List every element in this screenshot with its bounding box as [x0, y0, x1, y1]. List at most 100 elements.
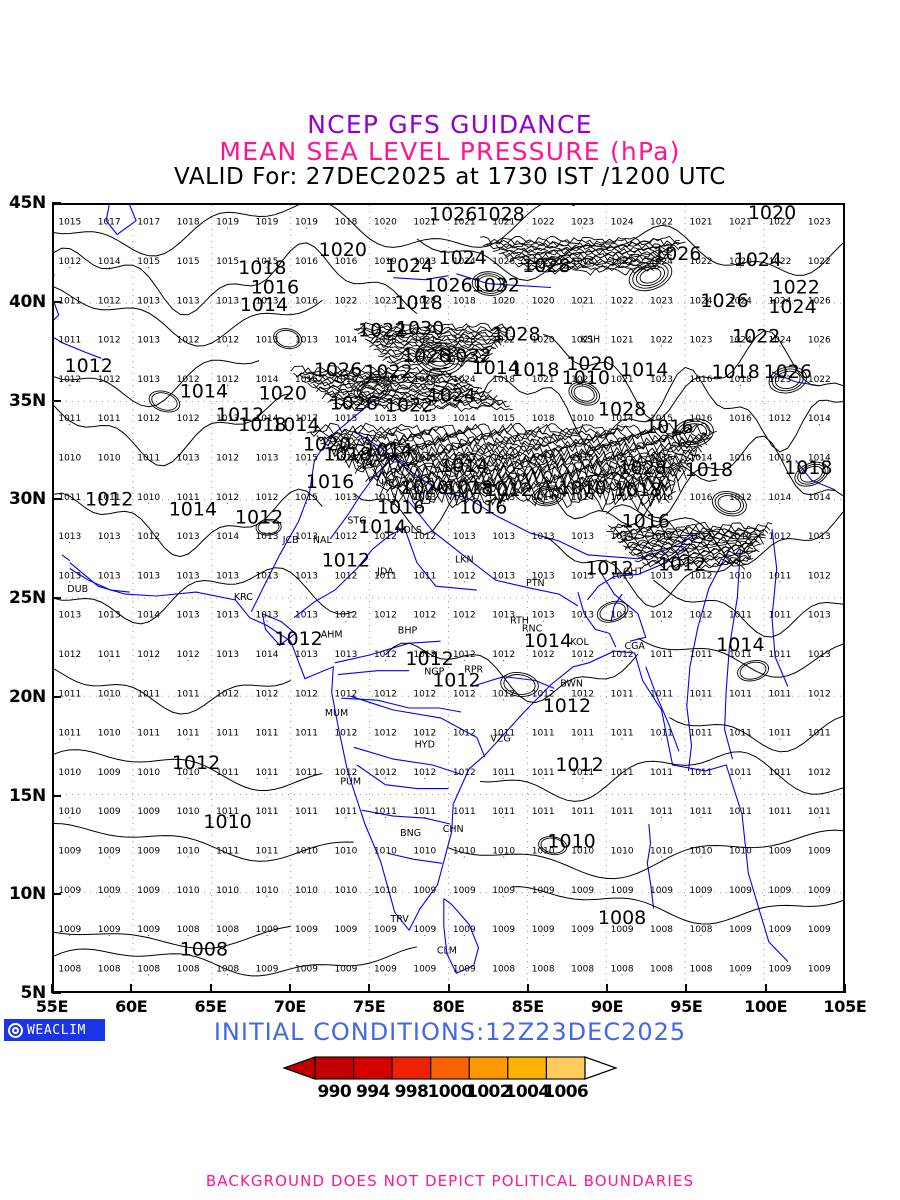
grid-value: 1020 — [729, 257, 752, 267]
grid-value: 1012 — [413, 611, 436, 621]
valid-time-label: VALID For: 27DEC2025 at 1730 IST /1200 U… — [173, 164, 727, 190]
grid-value: 1009 — [98, 768, 121, 778]
grid-value: 1013 — [413, 414, 436, 424]
grid-value: 1012 — [177, 375, 200, 385]
grid-value: 1013 — [256, 571, 279, 581]
grid-value: 1021 — [611, 336, 634, 346]
station-label: DUB — [67, 584, 88, 595]
grid-value: 1022 — [650, 218, 673, 228]
grid-value: 1009 — [532, 925, 555, 935]
grid-value: 1012 — [137, 532, 160, 542]
grid-value: 1009 — [137, 925, 160, 935]
contour-label: 1014 — [180, 381, 228, 403]
grid-value: 1012 — [177, 336, 200, 346]
grid-value: 1011 — [611, 807, 634, 817]
grid-value: 1009 — [690, 886, 713, 896]
grid-value: 1013 — [334, 650, 357, 660]
grid-value: 1012 — [453, 729, 476, 739]
grid-value: 1010 — [137, 493, 160, 503]
grid-value: 1013 — [334, 493, 357, 503]
grid-value: 1013 — [650, 571, 673, 581]
contour-label: 1016 — [459, 497, 507, 519]
grid-value: 1008 — [690, 964, 713, 974]
contour-label: 1012 — [432, 669, 480, 691]
grid-value: 1011 — [137, 729, 160, 739]
grid-value: 1009 — [98, 807, 121, 817]
grid-value: 1013 — [532, 611, 555, 621]
grid-value: 1009 — [650, 886, 673, 896]
grid-value: 1022 — [808, 375, 831, 385]
grid-value: 1014 — [690, 453, 713, 463]
grid-value: 1010 — [295, 886, 318, 896]
grid-value: 1009 — [256, 925, 279, 935]
grid-value: 1008 — [571, 964, 594, 974]
contour-label: 1018 — [614, 479, 662, 501]
y-axis-tick-label: 15N — [9, 785, 46, 806]
grid-value: 1009 — [571, 886, 594, 896]
grid-value: 1011 — [690, 650, 713, 660]
weaclim-logo: WEACLIM — [4, 1019, 105, 1041]
station-label: TRV — [389, 914, 409, 925]
colorbar-swatch — [391, 1056, 432, 1080]
grid-value: 1016 — [690, 375, 713, 385]
grid-value: 1023 — [413, 257, 436, 267]
grid-value: 1011 — [137, 689, 160, 699]
contour-label: 1016 — [306, 471, 354, 493]
contour-label: 1026 — [653, 243, 701, 265]
colorbar-tick-label: 1004 — [504, 1082, 551, 1102]
contour-label: 1026 — [700, 290, 748, 312]
grid-value: 1010 — [177, 886, 200, 896]
grid-value: 1020 — [532, 296, 555, 306]
station-label: PUM — [340, 777, 361, 788]
station-label: KSH — [581, 335, 600, 346]
grid-value: 1015 — [571, 453, 594, 463]
contour-label: 1020 — [566, 353, 614, 375]
station-label: BHP — [398, 625, 418, 636]
grid-value: 1017 — [98, 218, 121, 228]
grid-value: 1012 — [690, 532, 713, 542]
grid-value: 1011 — [453, 807, 476, 817]
grid-value: 1012 — [177, 650, 200, 660]
colorbar-high-arrow — [584, 1056, 618, 1080]
grid-value: 1011 — [58, 336, 81, 346]
station-label: GHT — [623, 566, 644, 577]
grid-value: 1013 — [177, 571, 200, 581]
grid-value: 1011 — [334, 807, 357, 817]
grid-value: 1019 — [256, 218, 279, 228]
contour-label: 1018 — [712, 361, 760, 383]
station-label: KRC — [234, 592, 253, 603]
grid-value: 1008 — [216, 925, 239, 935]
grid-value: 1015 — [650, 453, 673, 463]
grid-value: 1011 — [690, 689, 713, 699]
grid-value: 1023 — [650, 375, 673, 385]
grid-value: 1011 — [374, 807, 397, 817]
grid-value: 1018 — [571, 257, 594, 267]
grid-value: 1011 — [177, 729, 200, 739]
grid-value: 1018 — [334, 218, 357, 228]
grid-value: 1018 — [177, 218, 200, 228]
contour-label: 1014 — [271, 414, 319, 436]
grid-value: 1014 — [532, 493, 555, 503]
grid-value: 1011 — [98, 650, 121, 660]
grid-value: 1012 — [413, 689, 436, 699]
contour-label: 1014 — [472, 357, 520, 379]
grid-value: 1015 — [295, 493, 318, 503]
contour-label: 1012 — [484, 479, 532, 501]
grid-value: 1009 — [453, 886, 476, 896]
x-axis-tick-label: 80E — [432, 997, 465, 1016]
grid-value: 1009 — [137, 847, 160, 857]
map-gridlines — [54, 205, 843, 991]
grid-value: 1011 — [58, 296, 81, 306]
grid-value: 1013 — [177, 453, 200, 463]
grid-value: 1009 — [729, 925, 752, 935]
grid-value: 1011 — [571, 729, 594, 739]
grid-value: 1024 — [453, 257, 476, 267]
contour-label: 1024 — [734, 249, 782, 271]
grid-value: 1022 — [808, 257, 831, 267]
grid-value: 1011 — [768, 689, 791, 699]
grid-value: 1013 — [295, 571, 318, 581]
x-axis-tick — [526, 984, 529, 993]
grid-value: 1013 — [611, 611, 634, 621]
grid-value: 1013 — [611, 571, 634, 581]
grid-value: 1013 — [532, 571, 555, 581]
